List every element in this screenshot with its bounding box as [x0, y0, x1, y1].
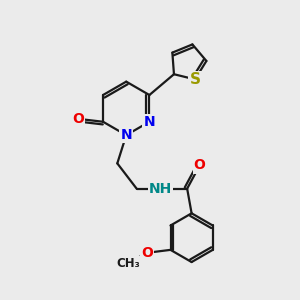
Text: N: N [144, 115, 155, 129]
Text: CH₃: CH₃ [116, 257, 140, 270]
Text: NH: NH [149, 182, 172, 196]
Text: N: N [120, 128, 132, 142]
Text: O: O [72, 112, 84, 126]
Text: O: O [141, 246, 153, 260]
Text: O: O [194, 158, 206, 172]
Text: S: S [190, 72, 200, 87]
